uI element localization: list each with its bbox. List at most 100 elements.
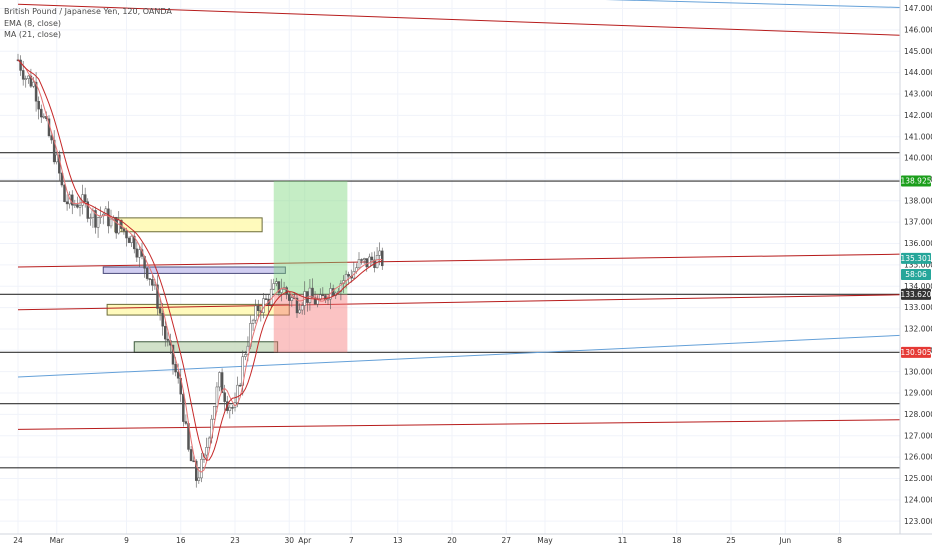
candle-body bbox=[174, 364, 177, 373]
candle-body bbox=[370, 256, 374, 261]
candle-body bbox=[362, 258, 366, 261]
ema-indicator-label[interactable]: EMA (8, close) bbox=[4, 18, 61, 28]
x-tick-label: 9 bbox=[124, 536, 129, 545]
y-tick-label: 137.000 bbox=[904, 218, 932, 227]
y-tick-label: 134.000 bbox=[904, 282, 932, 291]
candle-body bbox=[73, 204, 77, 206]
y-tick-label: 130.000 bbox=[904, 367, 932, 376]
y-tick-label: 143.000 bbox=[904, 90, 932, 99]
trend-line bbox=[17, 294, 901, 311]
trend-line bbox=[17, 419, 901, 430]
candle-body bbox=[195, 460, 198, 481]
y-tick-label: 128.000 bbox=[904, 410, 932, 419]
candle-body bbox=[78, 204, 82, 208]
y-tick-label: 129.000 bbox=[904, 389, 932, 398]
y-tick-label: 127.000 bbox=[904, 431, 932, 440]
candle-body bbox=[122, 228, 126, 232]
zone-purple bbox=[102, 266, 286, 274]
candle-body bbox=[138, 249, 141, 258]
x-tick-label: 20 bbox=[447, 536, 457, 545]
candle-body bbox=[21, 70, 25, 80]
price-badge bbox=[901, 346, 931, 358]
price-series bbox=[16, 53, 384, 488]
long-position-tool[interactable] bbox=[273, 181, 348, 353]
candle-body bbox=[63, 184, 66, 202]
candle-body bbox=[189, 449, 193, 462]
candle-body bbox=[130, 235, 133, 243]
price-badge-label: 138.925 bbox=[900, 177, 931, 186]
candle-body bbox=[378, 250, 381, 256]
candle-body bbox=[321, 294, 325, 296]
ma-indicator-label[interactable]: MA (21, close) bbox=[4, 30, 62, 39]
candle-body bbox=[368, 256, 371, 268]
time-axis[interactable]: 24 Mar 9 16 23 30 Apr 7 13 20 27 May 11 18 25 Jun 8 bbox=[0, 533, 932, 545]
candle-body bbox=[148, 278, 151, 280]
x-tick-label: 11 bbox=[618, 536, 628, 545]
candle-body bbox=[42, 116, 46, 118]
candle-body bbox=[326, 298, 330, 301]
x-tick-label: 25 bbox=[726, 536, 736, 545]
candle-body bbox=[34, 81, 38, 102]
candle-body bbox=[164, 325, 167, 340]
y-tick-label: 144.000 bbox=[904, 68, 932, 77]
candle-body bbox=[127, 237, 131, 243]
price-badge bbox=[901, 288, 931, 300]
candle-body bbox=[117, 219, 120, 234]
candle-body bbox=[76, 204, 79, 208]
legend: British Pound / Japanese Yen, 120, OANDA… bbox=[4, 6, 172, 41]
candle-body bbox=[220, 372, 224, 393]
candle-body bbox=[19, 59, 22, 71]
candle-body bbox=[360, 259, 363, 261]
candle-body bbox=[24, 78, 27, 80]
candle-body bbox=[295, 297, 299, 314]
candle-body bbox=[357, 259, 361, 269]
candle-body bbox=[381, 250, 384, 267]
candle-body bbox=[272, 283, 275, 290]
candle-body bbox=[213, 405, 216, 420]
price-badge-label: 130.905 bbox=[900, 348, 931, 357]
target-zone bbox=[273, 181, 348, 295]
candle-body bbox=[215, 386, 219, 407]
y-tick-label: 142.000 bbox=[904, 111, 932, 120]
candle-body bbox=[290, 297, 294, 301]
candle-body bbox=[104, 208, 108, 215]
y-tick-label: 138.000 bbox=[904, 196, 932, 205]
candle-body bbox=[285, 287, 288, 295]
candle-body bbox=[184, 421, 188, 424]
candle-body bbox=[151, 279, 154, 286]
symbol-label[interactable]: British Pound / Japanese Yen, 120, OANDA bbox=[4, 7, 172, 16]
x-tick-label: 30 bbox=[284, 536, 294, 545]
y-tick-label: 135.000 bbox=[904, 260, 932, 269]
candle-body bbox=[55, 154, 58, 163]
candle-body bbox=[236, 384, 239, 403]
y-tick-label: 132.000 bbox=[904, 325, 932, 334]
candle-body bbox=[40, 108, 43, 118]
candle-body bbox=[205, 447, 208, 456]
horizontal-lines bbox=[0, 0, 901, 469]
candle-body bbox=[251, 319, 255, 324]
stop-zone bbox=[273, 294, 348, 353]
candle-body bbox=[114, 216, 118, 234]
x-tick-label: 16 bbox=[176, 536, 186, 545]
price-badge-label: 133.620 bbox=[900, 290, 931, 299]
candle-body bbox=[313, 297, 317, 305]
zone-green bbox=[133, 341, 279, 353]
candle-body bbox=[269, 288, 273, 305]
x-tick-label: 27 bbox=[501, 536, 511, 545]
candle-body bbox=[94, 210, 97, 228]
candle-body bbox=[135, 248, 139, 258]
x-tick-label: Jun bbox=[778, 536, 791, 545]
candle-body bbox=[83, 194, 87, 202]
candle-body bbox=[166, 338, 170, 341]
candle-body bbox=[257, 305, 260, 311]
candle-body bbox=[218, 372, 221, 388]
candle-body bbox=[86, 201, 89, 219]
candle-body bbox=[96, 217, 100, 228]
price-badge bbox=[901, 252, 931, 264]
x-tick-label: 18 bbox=[672, 536, 682, 545]
y-tick-label: 147.000 bbox=[904, 4, 932, 13]
candle-body bbox=[125, 230, 128, 239]
zones bbox=[102, 217, 290, 353]
candle-body bbox=[192, 460, 195, 463]
